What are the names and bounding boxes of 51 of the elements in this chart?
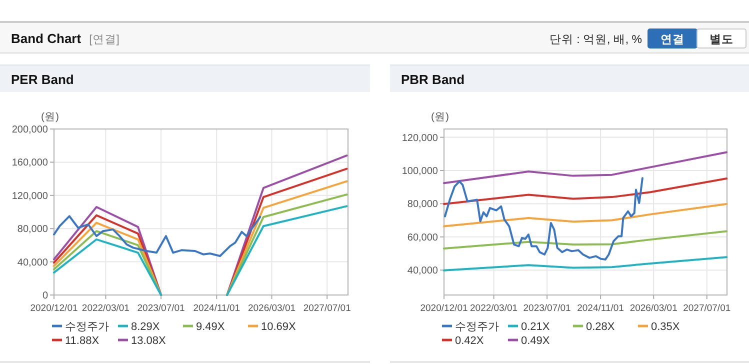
text: 연결 xyxy=(660,33,684,46)
y-tick-label: 120,000 xyxy=(402,132,438,144)
chart-title: PER Band xyxy=(11,72,74,87)
y-tick-label: 80,000 xyxy=(407,199,438,210)
x-tick-label: 2027/07/01 xyxy=(303,303,351,314)
legend-label: 0.35X xyxy=(651,321,680,333)
x-tick-label: 2027/07/01 xyxy=(683,303,731,314)
y-tick-label: 40,000 xyxy=(17,257,48,268)
x-tick-label: 2023/07/01 xyxy=(137,303,185,314)
x-tick-label: 2022/03/01 xyxy=(82,303,130,314)
legend-label: 0.21X xyxy=(521,321,550,333)
y-tick-label: 160,000 xyxy=(12,158,48,169)
x-tick-label: 2020/12/01 xyxy=(30,303,78,314)
x-tick-label: 2023/07/01 xyxy=(523,303,571,314)
legend-label: 0.49X xyxy=(521,335,550,347)
y-axis-title: (원) xyxy=(41,111,59,123)
text: [연결] xyxy=(89,34,120,46)
line-series xyxy=(443,151,728,184)
text: Band Chart xyxy=(11,31,82,46)
x-tick-label: 2022/03/01 xyxy=(470,303,518,314)
x-tick-label: 2024/11/01 xyxy=(193,303,240,314)
legend-label: 11.88X xyxy=(65,335,100,347)
line-series xyxy=(444,177,644,260)
y-tick-label: 0 xyxy=(42,290,48,302)
x-tick-label: 2026/03/01 xyxy=(630,303,678,314)
legend-label: 10.69X xyxy=(261,321,297,333)
line-series xyxy=(443,256,728,272)
line-series xyxy=(443,230,728,250)
y-tick-label: 80,000 xyxy=(17,224,48,236)
y-tick-label: 200,000 xyxy=(12,124,48,136)
y-tick-label: 60,000 xyxy=(407,232,438,244)
x-tick-label: 2020/12/01 xyxy=(420,303,468,314)
legend-label: 13.08X xyxy=(131,335,167,347)
legend-label: 0.28X xyxy=(586,321,616,333)
text: 별도 xyxy=(710,33,734,46)
y-tick-label: 100,000 xyxy=(402,166,438,177)
line-series xyxy=(443,203,728,228)
y-tick-label: 40,000 xyxy=(407,266,438,277)
x-tick-label: 2024/11/01 xyxy=(577,303,624,314)
legend-label: 수정주가 xyxy=(455,321,499,333)
x-tick-label: 2026/03/01 xyxy=(248,303,296,314)
chart-title: PBR Band xyxy=(401,72,465,87)
line-series xyxy=(443,177,728,206)
line-series xyxy=(53,215,262,257)
legend-label: 수정주가 xyxy=(65,321,109,333)
text: 단위 : 억원, 배, % xyxy=(549,34,642,46)
legend-label: 8.29X xyxy=(131,321,160,333)
legend-label: 0.42X xyxy=(455,335,484,347)
y-tick-label: 120,000 xyxy=(12,190,48,202)
y-axis-title: (원) xyxy=(431,111,449,123)
legend-label: 9.49X xyxy=(196,321,226,333)
